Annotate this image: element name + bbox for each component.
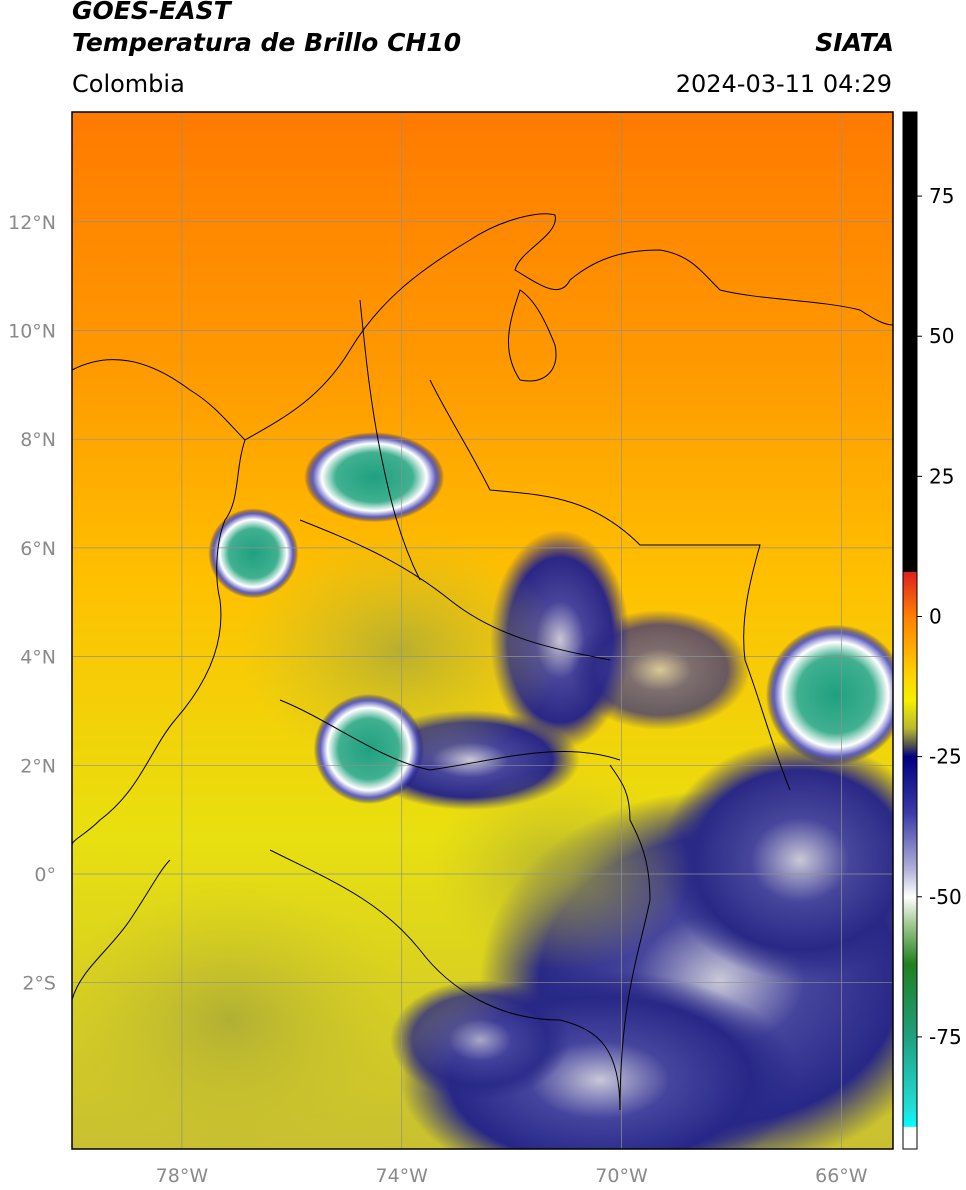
- colorbar-tick-label: 0: [929, 604, 942, 628]
- colorbar-tick-label: 25: [929, 464, 954, 488]
- lat-tick-label: 8°N: [20, 429, 56, 451]
- border-colombia-peru: [269, 849, 621, 1111]
- colorbar: 75 50 25 0 -25 -50 -75: [902, 111, 962, 1150]
- colorbar-tick-label: -75: [929, 1025, 962, 1049]
- colorbar-ramp: [902, 111, 918, 1150]
- border-internal-1: [299, 519, 611, 661]
- cluster-choco: [208, 508, 299, 599]
- cluster-antioquia: [304, 432, 445, 523]
- border-internal-2: [279, 699, 621, 771]
- colorbar-tick-label: -50: [929, 885, 962, 909]
- coastline-caribbean: [72, 213, 893, 441]
- lat-tick-label: 2°N: [20, 755, 56, 777]
- border-colombia-brazil: [609, 764, 651, 1111]
- lon-tick-label: 74°W: [375, 1165, 428, 1187]
- lat-tick-label: 4°N: [20, 647, 56, 669]
- lat-tick-label: 6°N: [20, 538, 56, 560]
- map-frame: [71, 111, 894, 1150]
- coastline-pacific: [72, 439, 246, 846]
- lon-tick-label: 66°W: [815, 1165, 868, 1187]
- coastline-ecuador: [72, 859, 171, 1001]
- border-colombia-venezuela: [429, 379, 791, 791]
- border-internal-3: [359, 299, 421, 581]
- lat-tick-label: 12°N: [8, 212, 56, 234]
- olive-haze: [72, 530, 690, 1149]
- cluster-huila: [313, 693, 424, 804]
- lon-tick-label: 70°W: [595, 1165, 648, 1187]
- title-line-1: GOES-EAST: [72, 0, 231, 25]
- brand-label: SIATA: [815, 28, 894, 57]
- cluster-venezuela: [765, 624, 893, 765]
- coastline-maracaibo: [507, 289, 557, 382]
- title-line-2: Temperatura de Brillo CH10: [72, 28, 462, 57]
- region-label: Colombia: [72, 70, 185, 98]
- lat-tick-label: 10°N: [8, 320, 56, 342]
- lat-tick-label: 0°: [34, 864, 56, 886]
- colorbar-tick-label: 75: [929, 184, 954, 208]
- lat-tick-label: 2°S: [22, 973, 56, 995]
- lon-tick-label: 78°W: [156, 1165, 209, 1187]
- colorbar-tick-label: -25: [929, 745, 962, 769]
- timestamp-label: 2024-03-11 04:29: [675, 70, 892, 98]
- colorbar-tick-label: 50: [929, 324, 954, 348]
